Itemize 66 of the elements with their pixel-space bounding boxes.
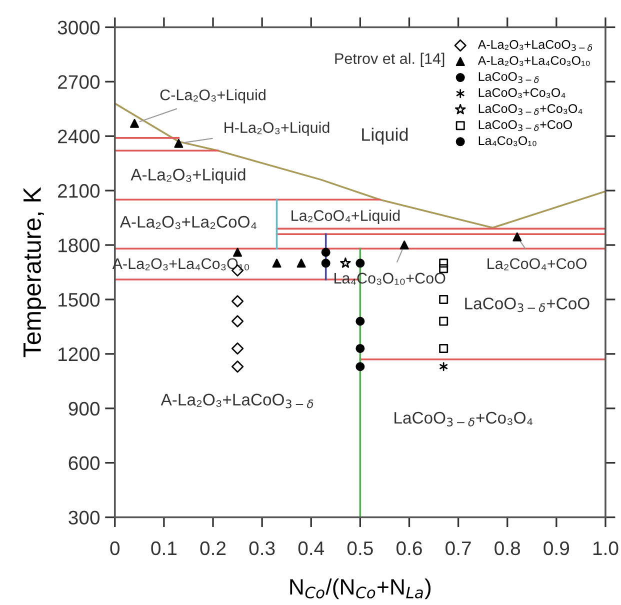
annotation: La₂CoO₄+Liquid (292, 210, 400, 224)
point (130, 118, 140, 128)
x-tick-label: 0 (110, 541, 120, 556)
point (231, 295, 244, 308)
annotation: La₂CoO₄+CoO (488, 258, 587, 270)
y-tick-label: 3000 (58, 20, 100, 34)
annotation: H-La₂O₃+Liquid (224, 122, 330, 136)
point (356, 316, 365, 326)
y-axis-title: Temperature, K (24, 187, 46, 358)
x-tick-label: 0.6 (396, 541, 422, 556)
annotation: LaCoO$_{3−δ}$+Co₃O₄ (394, 412, 532, 426)
x-tick-label: 0.8 (494, 541, 520, 556)
y-tick-label: 2700 (58, 75, 100, 89)
point (321, 258, 330, 268)
point (356, 362, 365, 372)
point (321, 248, 330, 257)
legend-label: La₄Co₃O₁₀ (478, 136, 536, 146)
y-tick-label: 1500 (58, 292, 100, 307)
y-tick-label: 2100 (58, 184, 100, 198)
point (356, 258, 365, 268)
point (439, 344, 448, 353)
point (174, 138, 184, 148)
y-tick-label: 600 (68, 456, 100, 470)
point (439, 316, 448, 326)
annotation: C-La₂O₃+Liquid (160, 89, 266, 104)
point (439, 258, 448, 268)
x-axis-title: N$_{Co}$/(N$_{Co}$+N$_{La}$) (290, 578, 431, 600)
point (296, 258, 306, 268)
line-series (114, 102, 606, 229)
point (231, 315, 244, 328)
x-tick-label: 0.3 (249, 541, 275, 556)
x-tick-label: 0.4 (298, 541, 324, 556)
annotation: Petrov et al. [14] (335, 52, 444, 68)
legend-label: A-La₂O₃+LaCoO$_{3−δ}$ (478, 40, 592, 51)
x-tick-label: 0.5 (347, 541, 373, 556)
legend-label: A-La₂O₃+La₄Co₃O₁₀ (478, 56, 590, 66)
x-tick-label: 0.9 (544, 541, 570, 556)
y-tick-label: 900 (68, 402, 100, 416)
point (340, 258, 351, 268)
legend-label: LaCoO$_{3−δ}$+Co₃O₄ (478, 104, 582, 116)
annotation: A-La₂O₃+LaCoO$_{3−δ}$ (160, 394, 314, 408)
point (231, 342, 244, 355)
point (231, 360, 244, 373)
x-tick-label: 1.0 (593, 541, 618, 556)
legend-label: LaCoO₃+Co₃O₄ (478, 88, 566, 98)
annotation: A-La₂O₃+Liquid (130, 168, 246, 184)
point (400, 240, 409, 250)
y-tick-label: 1800 (58, 238, 100, 252)
point (356, 344, 365, 353)
x-tick-label: 0.1 (151, 541, 177, 556)
legend-label: LaCoO$_{3−δ}$+CoO (478, 120, 572, 132)
legend-label: LaCoO$_{3−δ}$ (478, 72, 539, 83)
x-tick-label: 0.2 (200, 541, 226, 556)
point (440, 362, 448, 372)
x-tick-label: 0.7 (446, 541, 471, 556)
annotation: LaCoO$_{3−δ}$+CoO (465, 298, 590, 312)
point (233, 248, 242, 257)
point (439, 294, 448, 304)
annotation: A-La₂O₃+La₂CoO₄ (120, 216, 256, 230)
point (512, 232, 522, 242)
annotation: Liquid (362, 128, 408, 145)
y-tick-label: 300 (68, 510, 100, 525)
y-tick-label: 1200 (58, 347, 100, 362)
y-tick-label: 2400 (58, 130, 100, 144)
point (272, 258, 282, 268)
point (439, 264, 448, 274)
